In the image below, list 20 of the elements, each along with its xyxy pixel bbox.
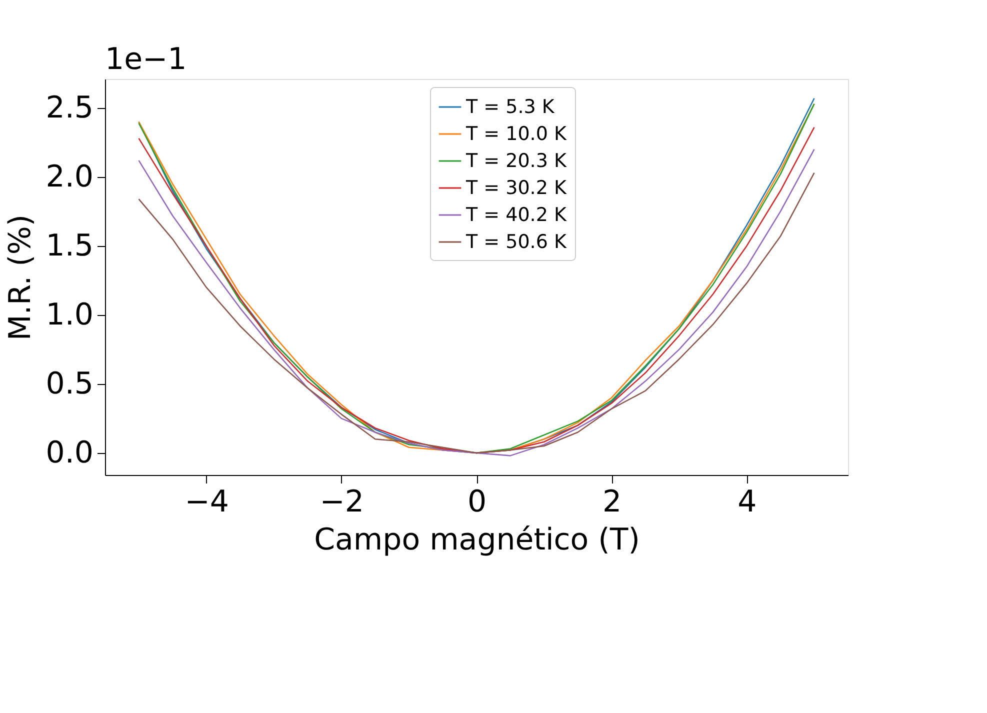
legend-label: T = 20.3 K bbox=[465, 150, 567, 172]
x-tick-label: 2 bbox=[602, 484, 622, 520]
x-tick-label: 0 bbox=[467, 484, 487, 520]
y-tick-label: 0.0 bbox=[46, 435, 94, 470]
x-tick-label: 4 bbox=[738, 484, 757, 520]
y-tick-label: 1.5 bbox=[46, 228, 94, 264]
legend-label: T = 10.0 K bbox=[465, 123, 567, 145]
y-tick-label: 0.5 bbox=[46, 366, 94, 402]
text: 1e−1 bbox=[105, 42, 187, 77]
legend-label: T = 30.2 K bbox=[465, 177, 567, 199]
x-axis-title: Campo magnético (T) bbox=[314, 522, 640, 558]
y-axis-title: M.R. (%) bbox=[2, 214, 38, 341]
legend-label: T = 50.6 K bbox=[465, 231, 567, 253]
y-tick-label: 2.0 bbox=[46, 159, 94, 194]
legend-label: T = 40.2 K bbox=[465, 204, 567, 226]
x-tick-label: −4 bbox=[184, 484, 229, 520]
y-tick-label: 1.0 bbox=[46, 297, 94, 332]
y-tick-label: 2.5 bbox=[46, 90, 94, 126]
x-tick-label: −2 bbox=[320, 484, 364, 520]
legend-label: T = 5.3 K bbox=[465, 96, 555, 118]
